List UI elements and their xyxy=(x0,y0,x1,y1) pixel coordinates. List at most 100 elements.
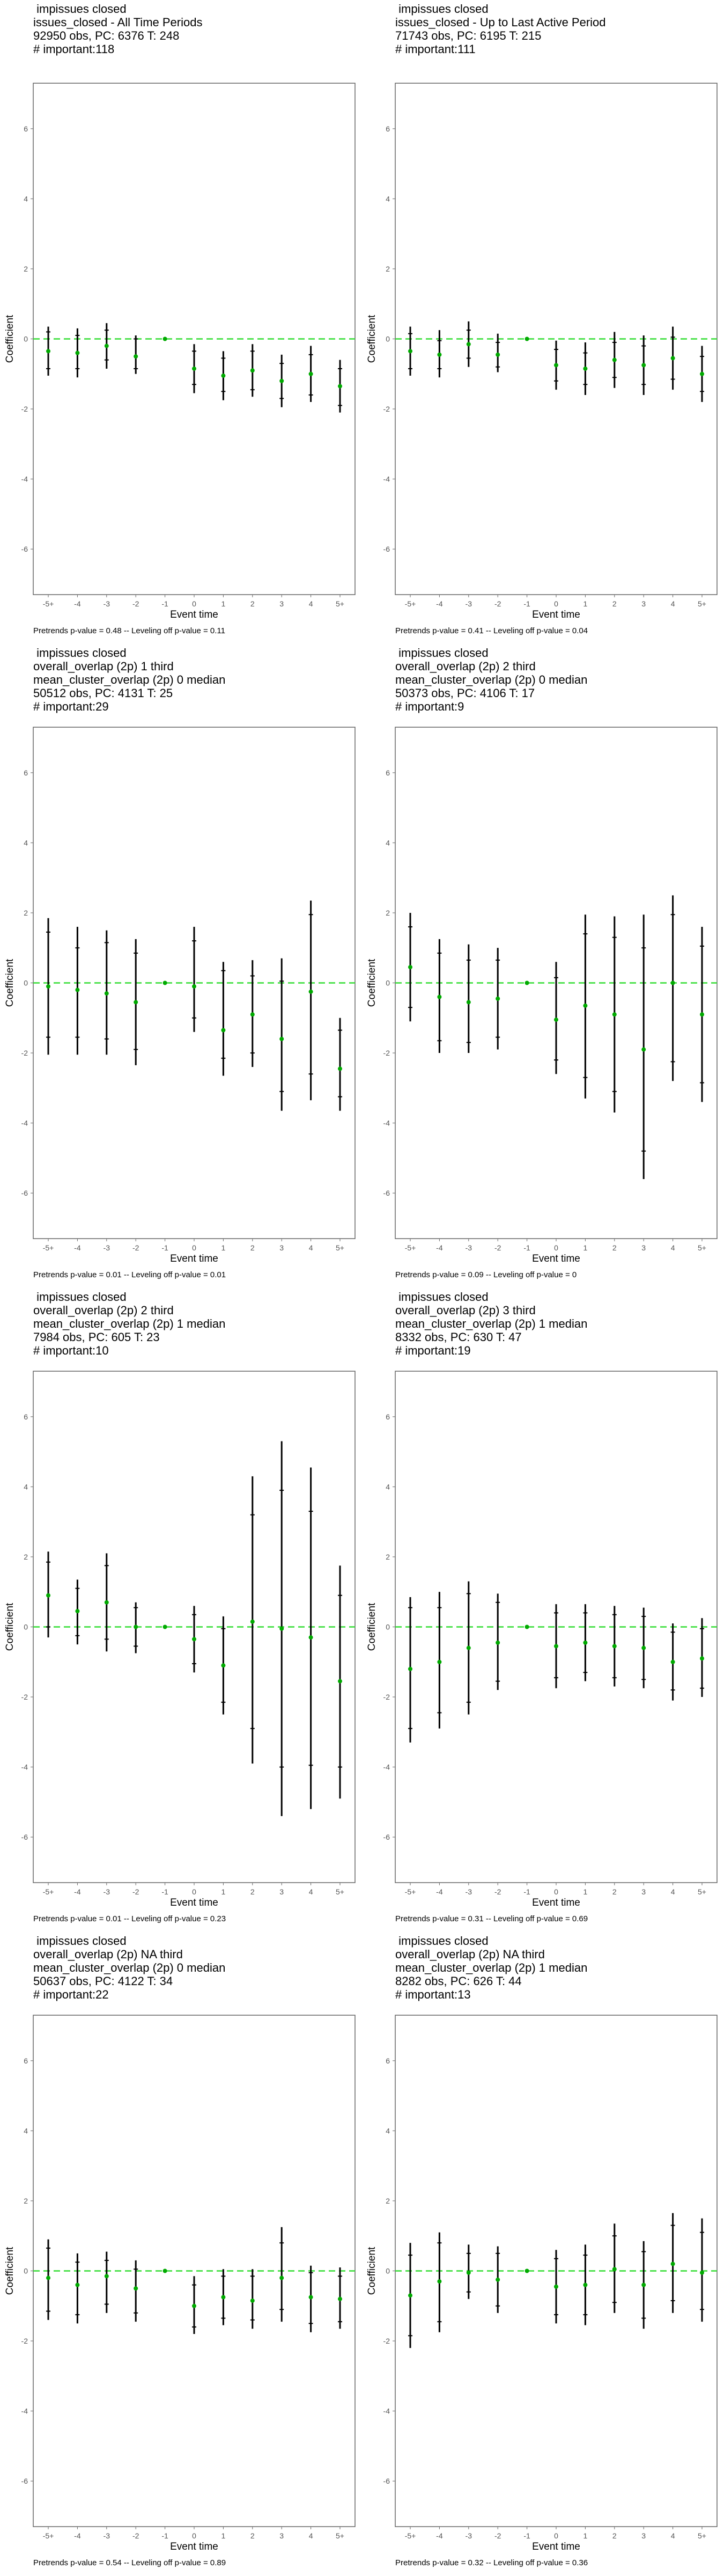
point-estimate xyxy=(279,1626,284,1631)
x-tick-label: 5+ xyxy=(336,599,344,608)
y-tick-label: -6 xyxy=(383,2477,390,2485)
point-estimate xyxy=(583,1640,588,1645)
y-tick-label: 0 xyxy=(24,1623,28,1631)
point-estimate xyxy=(134,1624,138,1629)
coefficient-mark xyxy=(338,1565,342,1799)
x-tick-label: 4 xyxy=(671,1887,675,1896)
chart-title: impissues closed overall_overlap (2p) 1 t… xyxy=(33,646,225,713)
y-tick-label: -6 xyxy=(21,1833,28,1841)
chart-title: impissues closed overall_overlap (2p) NA … xyxy=(395,1934,587,2001)
coefficient-mark xyxy=(338,360,342,413)
point-estimate xyxy=(437,2279,442,2284)
point-estimate xyxy=(408,2293,412,2298)
chart-title-line: overall_overlap (2p) NA third xyxy=(395,1948,545,1961)
y-axis-label: Coefficient xyxy=(4,958,16,1007)
x-tick-label: 0 xyxy=(192,599,196,608)
coefficient-mark xyxy=(437,1592,442,1729)
chart-panel: -6 -4 -2 0 2 4 6 -5+ -4 -3 -2 -1 0 1 2 3 4 5+ Event time Co… xyxy=(362,0,724,644)
point-estimate xyxy=(466,1645,471,1650)
x-tick-label: -2 xyxy=(132,1243,139,1252)
x-tick-label: 4 xyxy=(309,2531,313,2540)
chart-title-line: overall_overlap (2p) 2 third xyxy=(33,1304,174,1317)
y-tick-label: 6 xyxy=(386,125,390,133)
chart-title-line: # important:9 xyxy=(395,700,464,713)
y-tick-label: -4 xyxy=(383,475,390,484)
chart-title-line: issues_closed - All Time Periods xyxy=(33,16,203,29)
coefficient-mark xyxy=(134,335,138,374)
point-estimate xyxy=(641,1047,646,1052)
y-tick-label: -6 xyxy=(21,2477,28,2485)
point-estimate xyxy=(338,1679,342,1684)
coefficient-mark xyxy=(554,1604,558,1688)
y-tick-label: -4 xyxy=(21,1119,28,1128)
p-value-caption: Pretrends p-value = 0.01 -- Leveling off… xyxy=(33,1914,226,1923)
point-estimate xyxy=(75,987,80,992)
chart-plot: -6 -4 -2 0 2 4 6 -5+ -4 -3 -2 -1 0 1 2 3 4 5+ Event time Co… xyxy=(366,2015,718,2552)
x-tick-label: -1 xyxy=(523,599,530,608)
chart-title-line: overall_overlap (2p) 2 third xyxy=(395,660,536,673)
chart-panel: -6 -4 -2 0 2 4 6 -5+ -4 -3 -2 -1 0 1 2 3 4 5+ Event time Co… xyxy=(0,1288,362,1932)
point-estimate xyxy=(466,2270,471,2275)
chart-title-line: impissues closed xyxy=(395,1934,489,1948)
coefficient-mark xyxy=(279,2227,284,2322)
coefficient-mark xyxy=(75,1579,80,1645)
x-tick-label: 4 xyxy=(671,599,675,608)
chart-title-line: overall_overlap (2p) 3 third xyxy=(395,1304,536,1317)
y-tick-label: -4 xyxy=(383,2407,390,2416)
y-tick-label: 0 xyxy=(386,335,390,343)
x-tick-label: 0 xyxy=(192,2531,196,2540)
coefficient-mark xyxy=(466,2244,471,2299)
chart-title: impissues closed overall_overlap (2p) 2 t… xyxy=(33,1290,225,1357)
coefficient-mark xyxy=(162,2268,167,2273)
x-tick-label: -4 xyxy=(74,1887,81,1896)
x-tick-label: 1 xyxy=(583,1243,588,1252)
x-tick-label: -1 xyxy=(161,2531,168,2540)
point-estimate xyxy=(308,989,313,994)
coefficient-mark xyxy=(670,895,675,1081)
chart-title-line: # important:111 xyxy=(395,42,476,56)
coefficient-mark xyxy=(250,2269,255,2329)
chart-plot: -6 -4 -2 0 2 4 6 -5+ -4 -3 -2 -1 0 1 2 3 4 5+ Event time Co… xyxy=(4,1371,356,1908)
coefficient-mark xyxy=(583,1604,588,1681)
chart-panel: -6 -4 -2 0 2 4 6 -5+ -4 -3 -2 -1 0 1 2 3 4 5+ Event time Co… xyxy=(0,644,362,1288)
point-estimate xyxy=(554,1018,558,1022)
coefficient-mark xyxy=(437,939,442,1053)
coefficient-mark xyxy=(408,912,412,1022)
point-estimate xyxy=(104,2274,109,2279)
point-estimate xyxy=(437,352,442,357)
point-estimate xyxy=(162,980,167,985)
x-tick-label: 1 xyxy=(583,1887,588,1896)
chart-title-line: overall_overlap (2p) 1 third xyxy=(33,660,174,673)
x-tick-label: 2 xyxy=(612,1887,617,1896)
point-estimate xyxy=(279,2275,284,2280)
x-tick-label: -2 xyxy=(132,1887,139,1896)
y-tick-label: -4 xyxy=(21,475,28,484)
y-tick-label: -6 xyxy=(21,545,28,553)
x-tick-label: -5+ xyxy=(43,2531,54,2540)
x-tick-label: -4 xyxy=(74,599,81,608)
coefficient-mark xyxy=(104,323,109,369)
y-tick-label: 0 xyxy=(386,979,390,987)
coefficient-mark xyxy=(75,328,80,378)
coefficient-mark xyxy=(466,321,471,367)
x-tick-label: -5+ xyxy=(405,1243,416,1252)
coefficient-mark xyxy=(162,1624,167,1629)
coefficient-mark xyxy=(250,1476,255,1764)
y-tick-label: -2 xyxy=(21,405,28,413)
coefficient-mark xyxy=(524,1624,529,1629)
coefficient-mark xyxy=(279,354,284,407)
point-estimate xyxy=(46,984,50,989)
coefficient-mark xyxy=(134,939,138,1065)
coefficient-mark xyxy=(75,2253,80,2324)
coefficient-mark xyxy=(192,927,196,1032)
coefficient-mark xyxy=(496,333,500,372)
y-tick-label: -4 xyxy=(21,1763,28,1772)
coefficient-mark xyxy=(641,1607,646,1688)
y-tick-label: 2 xyxy=(386,265,390,273)
x-tick-label: 2 xyxy=(612,1243,617,1252)
y-tick-label: -4 xyxy=(383,1763,390,1772)
coefficient-mark xyxy=(221,351,226,400)
y-tick-label: 4 xyxy=(386,2126,390,2135)
x-tick-label: -2 xyxy=(494,1243,501,1252)
x-tick-label: 0 xyxy=(554,1243,558,1252)
